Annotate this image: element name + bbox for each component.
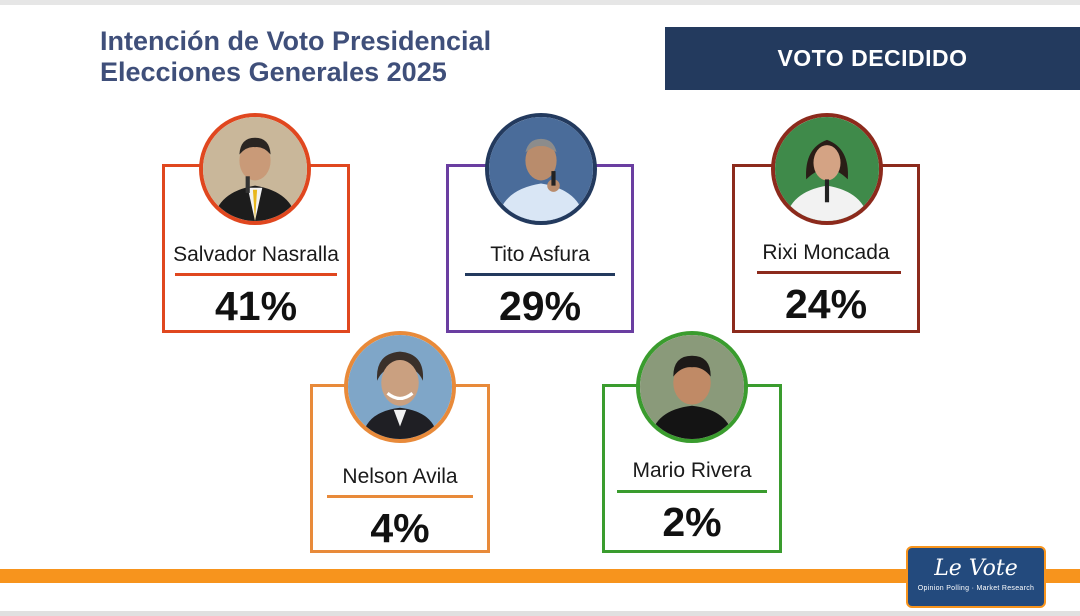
name-underline bbox=[617, 490, 767, 493]
candidate-photo-rivera bbox=[636, 331, 748, 443]
page-title: Intención de Voto Presidencial Eleccione… bbox=[100, 26, 491, 88]
name-underline bbox=[465, 273, 615, 276]
candidate-percent: 41% bbox=[214, 283, 298, 329]
candidate-photo-asfura bbox=[485, 113, 597, 225]
name-underline bbox=[175, 273, 337, 276]
candidate-percent: 4% bbox=[370, 505, 430, 551]
candidate-name: Nelson Avila bbox=[342, 465, 458, 488]
candidate-name: Salvador Nasralla bbox=[173, 243, 339, 266]
candidate-name: Tito Asfura bbox=[490, 243, 590, 266]
candidate-photo-avila bbox=[344, 331, 456, 443]
candidate-name: Rixi Moncada bbox=[762, 241, 890, 264]
candidate-percent: 29% bbox=[498, 283, 582, 329]
title-line-1: Intención de Voto Presidencial bbox=[100, 26, 492, 56]
logo-brand: Le Vote bbox=[934, 556, 1018, 581]
voto-decidido-banner: VOTO DECIDIDO bbox=[665, 27, 1080, 90]
candidate-card-asfura: Tito Asfura 29% bbox=[446, 164, 634, 333]
candidate-percent: 2% bbox=[662, 499, 722, 545]
top-divider bbox=[0, 0, 1080, 5]
name-underline bbox=[757, 271, 901, 274]
accent-bar bbox=[0, 569, 1080, 583]
name-underline bbox=[327, 495, 473, 498]
candidate-photo-nasralla bbox=[199, 113, 311, 225]
le-vote-logo: Le Vote Opinion Polling · Market Researc… bbox=[906, 546, 1046, 608]
candidate-photo-moncada bbox=[771, 113, 883, 225]
candidate-percent: 24% bbox=[784, 281, 868, 327]
title-line-2: Elecciones Generales 2025 bbox=[100, 57, 447, 87]
logo-tagline: Opinion Polling · Market Research bbox=[917, 585, 1035, 592]
bottom-divider bbox=[0, 611, 1080, 616]
candidate-name: Mario Rivera bbox=[632, 459, 752, 482]
